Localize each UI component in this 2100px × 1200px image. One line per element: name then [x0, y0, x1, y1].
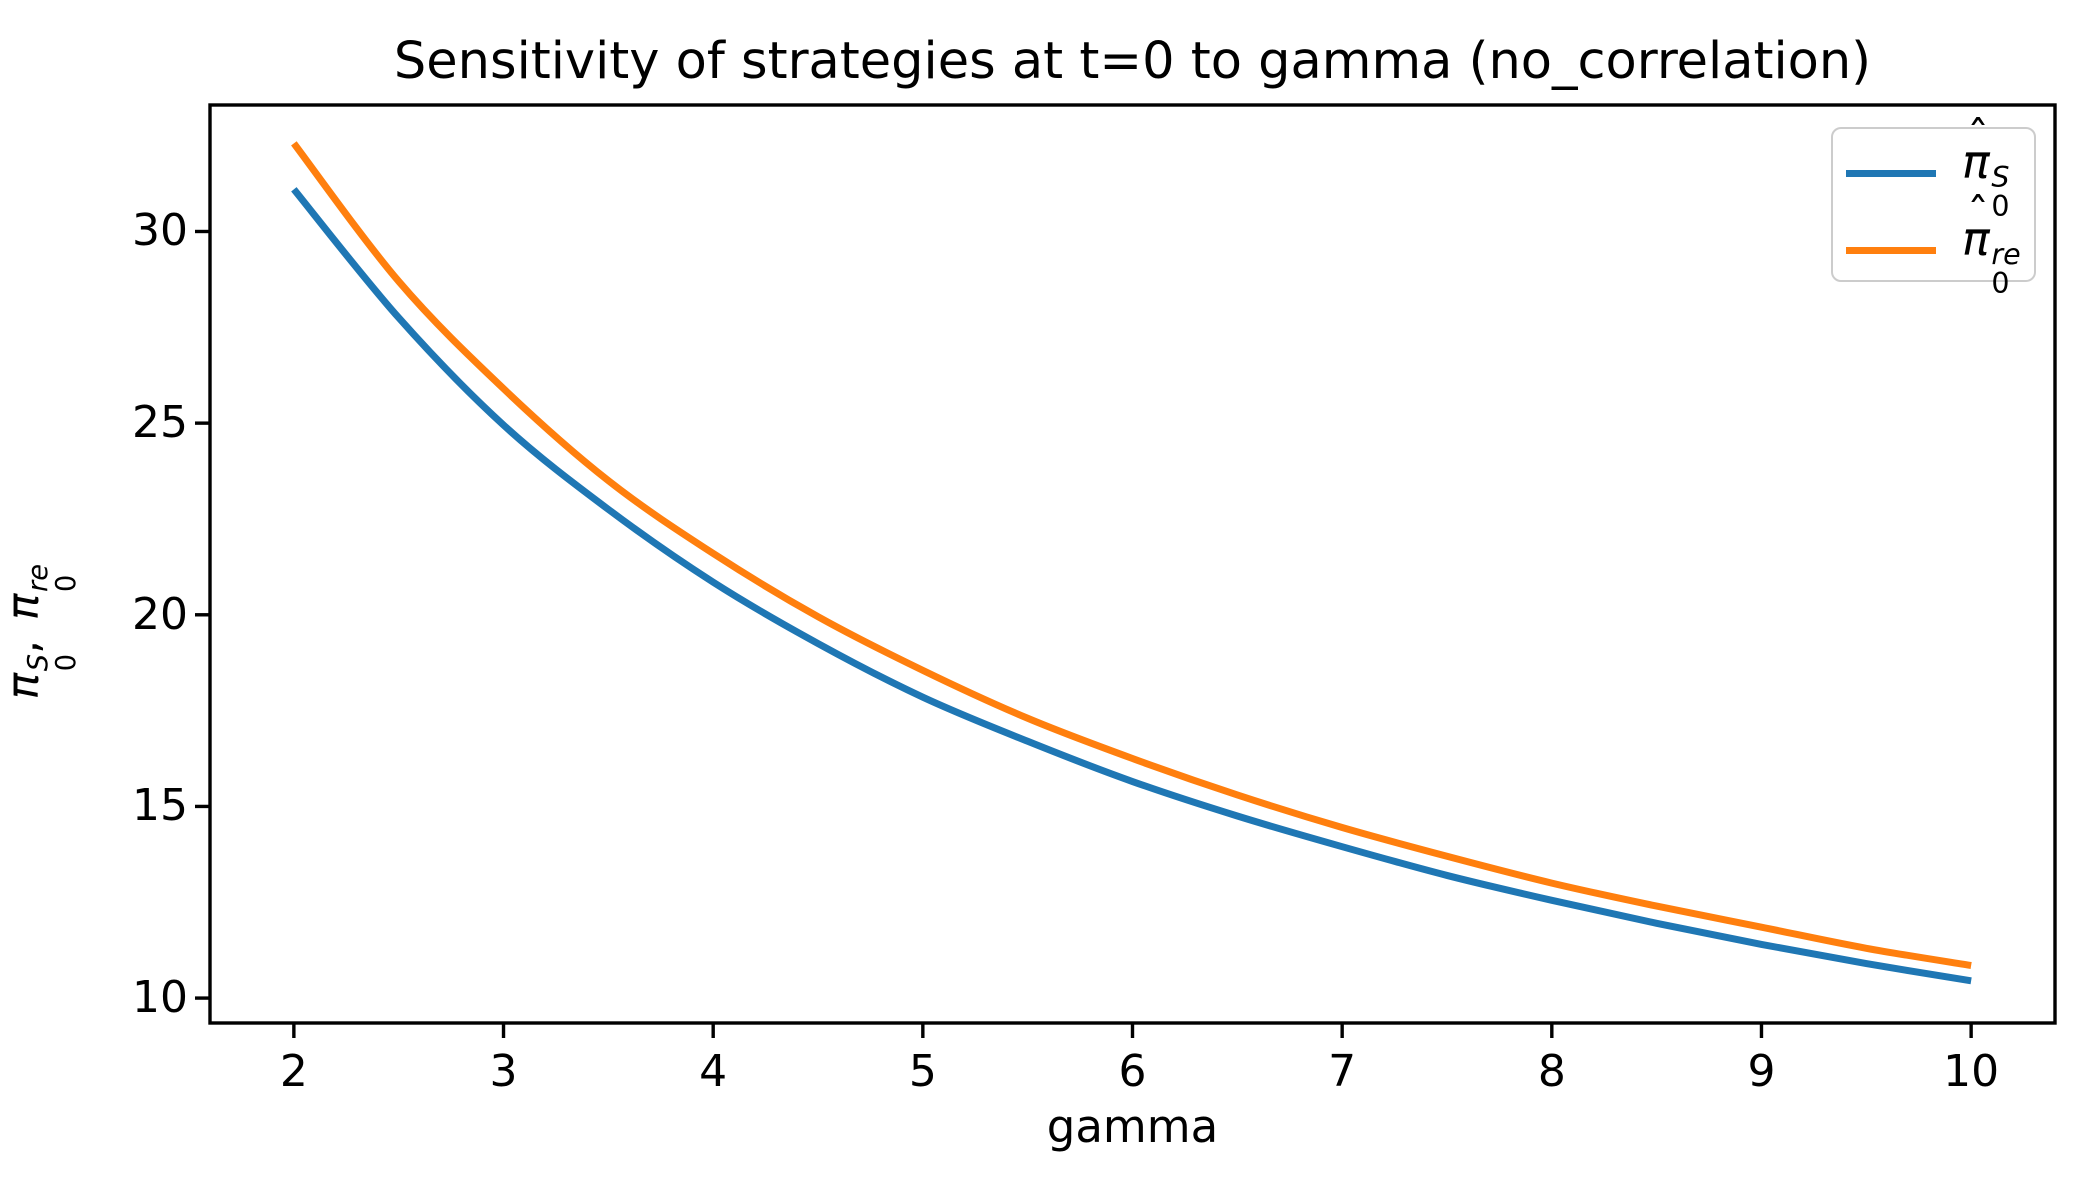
- x-tick-label: 9: [1747, 1046, 1776, 1097]
- y-tick-label: 10: [132, 972, 188, 1024]
- x-tick-label: 8: [1537, 1046, 1566, 1097]
- x-tick-label: 6: [1118, 1046, 1147, 1097]
- legend-line-pi0-re: [1846, 247, 1936, 255]
- hat-accent: ˆ: [0, 674, 26, 695]
- x-tick-label: 7: [1328, 1046, 1357, 1097]
- math-label-pi0-re: π ˆ re 0: [1962, 189, 2021, 301]
- y-tick-label: 20: [132, 588, 188, 640]
- ylabel-separator: ,: [0, 639, 50, 654]
- x-tick-label: 10: [1943, 1046, 2000, 1097]
- legend-line-pi0-S: [1846, 170, 1936, 178]
- legend-label-pi0-re: π ˆ re 0: [1962, 189, 2021, 301]
- series-line-pi0-re: [291, 141, 1972, 969]
- plot-spines: [208, 103, 2057, 1025]
- legend-entry-pi0-re: π ˆ re 0: [1846, 189, 2034, 301]
- hat-accent: ˆ: [0, 594, 26, 615]
- x-tick-label: 2: [279, 1046, 308, 1097]
- x-tick-label: 5: [908, 1046, 937, 1097]
- series-line-pi0-S: [291, 187, 1972, 985]
- y-tick-label: 25: [132, 397, 188, 449]
- chart-title: Sensitivity of strategies at t=0 to gamm…: [393, 32, 1872, 91]
- y-tick-label: 15: [132, 780, 188, 832]
- y-tick-label: 30: [132, 205, 188, 257]
- hat-accent: ˆ: [1967, 189, 1989, 241]
- x-axis-label: gamma: [1046, 1100, 1219, 1153]
- legend: π ˆ S 0 π ˆ re 0: [1831, 112, 2036, 298]
- x-tick-label: 3: [489, 1046, 518, 1097]
- hat-accent: ˆ: [1967, 112, 1989, 164]
- x-tick-label: 4: [699, 1046, 728, 1097]
